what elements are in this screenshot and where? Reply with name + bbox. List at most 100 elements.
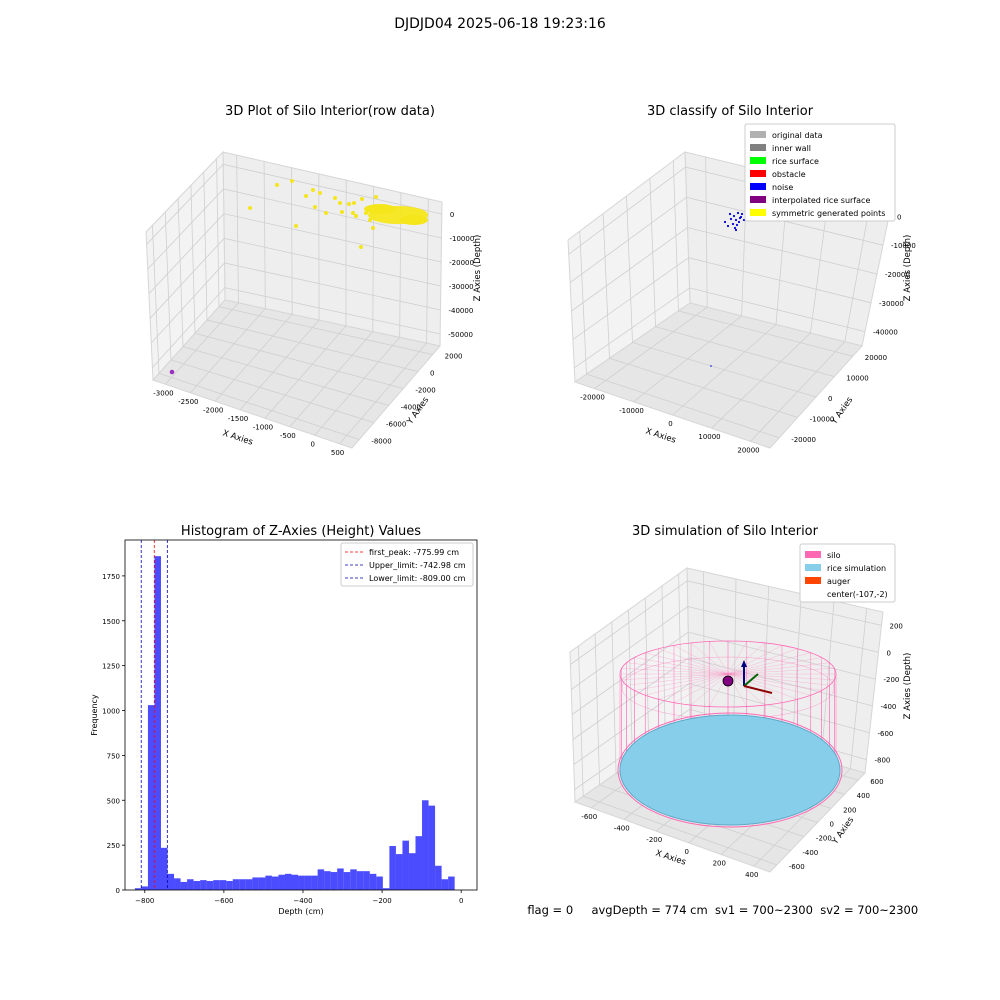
histogram-bar xyxy=(343,872,351,890)
scatter-point xyxy=(294,224,298,228)
classify-legend-swatch xyxy=(750,170,766,177)
x-tick-label: 10000 xyxy=(698,433,720,441)
x-tick-label: 0 xyxy=(685,848,689,856)
plot-frame xyxy=(124,539,478,891)
histogram-bar xyxy=(376,876,383,890)
noise-point xyxy=(738,216,742,220)
figure-title: DJDJD04 2025-06-18 19:23:16 xyxy=(394,16,606,32)
silo-bottom-ring xyxy=(617,712,843,828)
z-axis-label: Z Axies (Depth) xyxy=(473,235,483,302)
grid-line-z xyxy=(570,580,882,665)
histogram-bar xyxy=(284,873,292,890)
histogram-legend-label: Lower_limit: -809.00 cm xyxy=(369,574,466,583)
classify-legend-frame xyxy=(744,123,896,222)
footer-stats: flag = 0 avgDepth = 774 cm sv1 = 700~230… xyxy=(520,889,918,917)
y-tick-label: -200 xyxy=(816,835,832,843)
grid-line-z xyxy=(147,188,442,270)
scatter-point xyxy=(352,201,356,205)
y-tick-label: 0 xyxy=(830,821,834,829)
grid-line-z xyxy=(148,213,442,294)
grid-line-z xyxy=(573,683,870,765)
y-tick-label: 600 xyxy=(870,778,883,786)
histogram-bar xyxy=(167,873,175,890)
classify-legend-label: interpolated rice surface xyxy=(772,196,870,205)
floor-pane xyxy=(573,302,863,449)
histogram-bar xyxy=(174,878,181,890)
classify-legend-swatch xyxy=(750,144,766,151)
panel2-3d-scatter: -20000 -10000 0 10000 20000 20000 10000 0 -10000… xyxy=(567,123,916,454)
y-tick-label: 0 xyxy=(116,887,120,895)
silo-roof-wire xyxy=(727,673,811,696)
y-tick-label: -2000 xyxy=(415,387,435,395)
histogram-bar xyxy=(206,881,214,890)
x-tick-label: -2500 xyxy=(178,398,198,406)
noise-point xyxy=(726,224,730,228)
x-tick-label: −800 xyxy=(135,897,154,905)
histogram-bar xyxy=(252,877,259,890)
silo-roof-wire xyxy=(727,673,835,680)
scatter-point xyxy=(311,188,315,192)
histogram-bar xyxy=(141,886,148,890)
grid-line-z xyxy=(569,196,884,283)
grid-line-x xyxy=(239,173,320,411)
grid-line-y xyxy=(602,213,798,418)
noise-point xyxy=(731,222,735,226)
x-tick-label: −200 xyxy=(372,897,391,905)
grid-line-y xyxy=(152,225,360,440)
triad-x xyxy=(743,685,773,694)
histogram-bar xyxy=(435,865,442,890)
histogram-bar xyxy=(304,875,312,890)
histogram-bar xyxy=(324,871,331,890)
simulation-legend-swatch xyxy=(805,551,821,558)
x-tick-label: 400 xyxy=(745,871,758,879)
histogram-bar xyxy=(350,869,357,890)
z-axis-label: Z Axies (Depth) xyxy=(903,235,913,302)
panel4-title: 3D simulation of Silo Interior xyxy=(632,524,818,539)
x-tick-label: -1000 xyxy=(253,423,273,431)
auger-marker xyxy=(722,675,734,687)
z-tick-label: -30000 xyxy=(449,283,474,291)
grid-line-y xyxy=(577,645,777,866)
x-tick-label: −600 xyxy=(214,897,233,905)
histogram-bar xyxy=(428,805,436,890)
z-tick-label: -10000 xyxy=(891,242,916,250)
histogram-bar xyxy=(415,836,423,890)
classify-legend-swatch xyxy=(750,196,766,203)
histogram-bar xyxy=(298,875,305,890)
histogram-bar xyxy=(226,881,233,890)
noise-point xyxy=(732,214,736,218)
scatter-point xyxy=(371,226,375,230)
z-tick-label: -50000 xyxy=(448,331,473,339)
scatter-point xyxy=(248,206,252,210)
z-tick-label: -600 xyxy=(878,730,894,738)
grid-line-z xyxy=(571,606,879,690)
grid-line-z xyxy=(572,657,873,740)
z-tick-label: -20000 xyxy=(885,271,910,279)
y-tick-label: -4000 xyxy=(401,404,421,412)
silo-roof-wire xyxy=(626,662,729,675)
grid-line-y xyxy=(626,195,817,398)
histogram-legend-label: Upper_limit: -742.98 cm xyxy=(369,561,466,570)
histogram-bar xyxy=(422,800,429,890)
grid-line-z xyxy=(149,237,441,319)
y-tick-label: 750 xyxy=(107,752,120,760)
silo-roof-wire xyxy=(690,673,729,706)
x-tick-label: 0 xyxy=(459,897,463,905)
scatter-point xyxy=(374,195,378,199)
noise-point xyxy=(729,217,733,221)
scatter-point xyxy=(351,211,355,215)
scatter-point xyxy=(313,205,317,209)
scatter-point xyxy=(354,214,358,218)
triad-y xyxy=(743,673,759,687)
histogram-bar xyxy=(219,880,227,890)
point-cluster xyxy=(400,215,428,225)
silo-roof-wire xyxy=(727,648,798,675)
z-tick-label: -10000 xyxy=(450,235,475,243)
x-tick-label: -3000 xyxy=(153,389,173,397)
panel4-3d-silo: -600-400-20002004006004002000-200-400-60… xyxy=(569,543,913,879)
x-tick-label: -400 xyxy=(614,825,630,833)
histogram-bar xyxy=(278,874,285,890)
histogram-bar xyxy=(154,556,161,890)
scatter-point xyxy=(368,218,372,222)
simulation-legend-label: rice simulation xyxy=(827,564,886,573)
